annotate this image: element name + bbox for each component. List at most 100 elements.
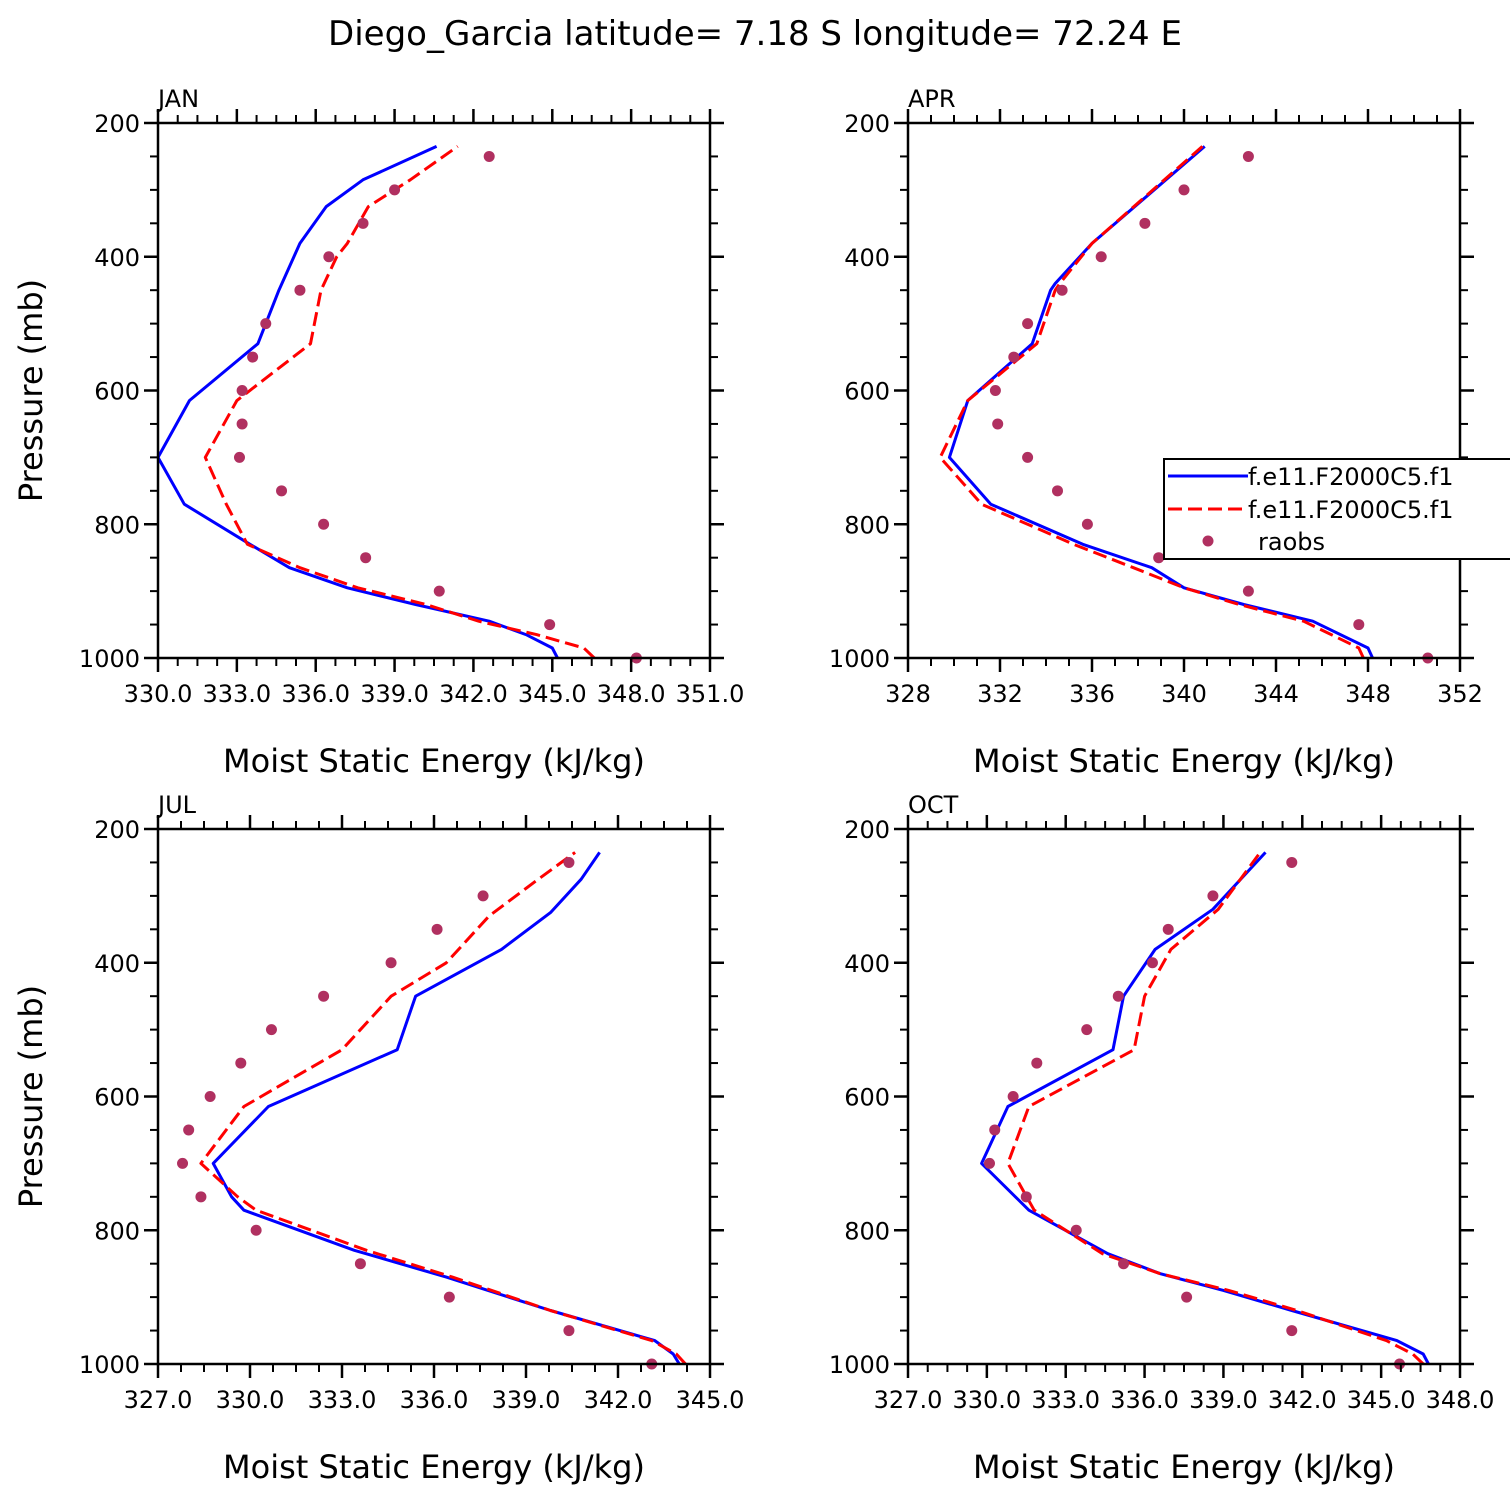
raobs-point	[989, 385, 1001, 396]
y-axis-title: Pressure (mb)	[12, 279, 50, 502]
panel-jan: 330.0 333.0 336.0 339.0 342.0 345.0 348.0 351.0…	[12, 85, 744, 780]
y-axis-title: Pressure (mb)	[12, 985, 50, 1208]
y-tick-label: 200	[844, 816, 890, 844]
raobs-point	[1139, 217, 1151, 229]
model-line-solid	[980, 851, 1430, 1365]
legend-label: raobs	[1258, 528, 1325, 556]
y-tick-label: 800	[844, 1217, 890, 1245]
raobs-point	[1146, 957, 1158, 969]
raobs-point	[236, 418, 248, 430]
x-tick-label: 333.0	[308, 1386, 377, 1414]
raobs-point	[250, 1224, 262, 1236]
raobs-point	[195, 1191, 207, 1203]
y-tick-label: 200	[94, 110, 140, 138]
x-tick-label: 336	[1069, 680, 1115, 708]
raobs-point	[1022, 451, 1034, 463]
raobs-point	[1081, 1024, 1093, 1036]
y-tick-label: 400	[844, 950, 890, 978]
panel-label: APR	[908, 85, 956, 113]
x-tick-label: 339.0	[1189, 1386, 1258, 1414]
x-tick-label: 340	[1161, 680, 1207, 708]
raobs-point	[389, 184, 401, 196]
x-tick-label: 330.0	[216, 1386, 285, 1414]
panel-label: JAN	[156, 85, 199, 113]
x-tick-label: 351.0	[676, 680, 745, 708]
x-tick-label: 344	[1253, 680, 1299, 708]
raobs-point	[1007, 1091, 1019, 1102]
raobs-point	[318, 518, 330, 530]
raobs-point	[265, 1024, 277, 1036]
model-line-dashed	[203, 145, 596, 660]
y-tick-label: 600	[844, 378, 890, 406]
y-tick-label: 800	[94, 1217, 140, 1245]
panel-label: OCT	[908, 791, 959, 819]
x-tick-label: 327.0	[124, 1386, 193, 1414]
x-axis-title: Moist Static Energy (kJ/kg)	[223, 1448, 645, 1486]
y-tick-label: 200	[94, 816, 140, 844]
y-tick-label: 400	[94, 244, 140, 272]
y-tick-label: 400	[844, 244, 890, 272]
x-tick-label: 342.0	[439, 680, 508, 708]
raobs-point	[477, 890, 489, 902]
x-tick-label: 348.0	[1426, 1386, 1495, 1414]
raobs-point	[323, 251, 335, 263]
model-line-solid	[211, 851, 681, 1365]
raobs-point	[992, 418, 1004, 430]
plot-frame	[906, 827, 1462, 1366]
x-tick-label: 327.0	[874, 1386, 943, 1414]
y-tick-label: 1000	[829, 1351, 890, 1379]
raobs-point	[183, 1124, 195, 1136]
raobs-point	[1286, 856, 1298, 868]
raobs-point	[989, 1124, 1001, 1136]
raobs-point	[1242, 585, 1254, 597]
x-tick-label: 352	[1437, 680, 1483, 708]
panel-jul: 327.0 330.0 333.0 336.0 339.0 342.0 345.0 200 40…	[12, 791, 744, 1486]
x-tick-label: 333.0	[1031, 1386, 1100, 1414]
raobs-point	[1022, 318, 1034, 330]
raobs-point	[1112, 990, 1124, 1002]
y-tick-label: 800	[94, 511, 140, 539]
x-tick-label: 333.0	[202, 680, 271, 708]
panel-apr: 328 332 336 340 344 348 352 200 400 600 800 1000 APR…	[829, 85, 1483, 780]
raobs-point	[433, 585, 445, 597]
x-tick-label: 348.0	[597, 680, 666, 708]
raobs-point	[233, 451, 245, 463]
legend-label: f.e11.F2000C5.f1	[1248, 496, 1454, 524]
x-tick-label: 342.0	[1268, 1386, 1337, 1414]
raobs-point	[483, 150, 495, 162]
x-axis-title: Moist Static Energy (kJ/kg)	[973, 1448, 1395, 1486]
x-tick-label: 339.0	[492, 1386, 561, 1414]
raobs-point	[1008, 351, 1020, 363]
y-tick-label: 1000	[829, 645, 890, 673]
x-tick-label: 332	[977, 680, 1023, 708]
raobs-point	[544, 619, 556, 631]
panel-oct: 327.0 330.0 333.0 336.0 339.0 342.0 345.0 348.0…	[829, 791, 1494, 1486]
x-tick-label: 345.0	[518, 680, 587, 708]
x-tick-label: 328	[885, 680, 931, 708]
raobs-point	[1162, 923, 1174, 935]
model-line-dashed	[938, 145, 1365, 659]
raobs-point	[1118, 1258, 1130, 1270]
x-tick-label: 345.0	[676, 1386, 745, 1414]
raobs-point	[563, 856, 575, 868]
y-tick-label: 400	[94, 950, 140, 978]
x-tick-label: 339.0	[360, 680, 429, 708]
x-tick-label: 336.0	[1110, 1386, 1179, 1414]
y-tick-label: 600	[94, 378, 140, 406]
legend: f.e11.F2000C5.f1 f.e11.F2000C5.f1 raobs	[1163, 458, 1510, 560]
x-tick-label: 345.0	[1347, 1386, 1416, 1414]
raobs-point	[177, 1157, 189, 1169]
y-tick-label: 600	[94, 1084, 140, 1112]
raobs-point	[431, 923, 443, 935]
raobs-point	[318, 990, 330, 1002]
raobs-point	[1181, 1291, 1193, 1303]
raobs-point	[1353, 619, 1365, 631]
y-tick-label: 1000	[79, 645, 140, 673]
raobs-point	[1095, 251, 1107, 263]
model-line-solid	[947, 145, 1374, 659]
raobs-point	[235, 1057, 247, 1069]
raobs-point	[1242, 150, 1254, 162]
model-line-solid	[156, 145, 559, 659]
raobs-point	[1020, 1191, 1032, 1203]
